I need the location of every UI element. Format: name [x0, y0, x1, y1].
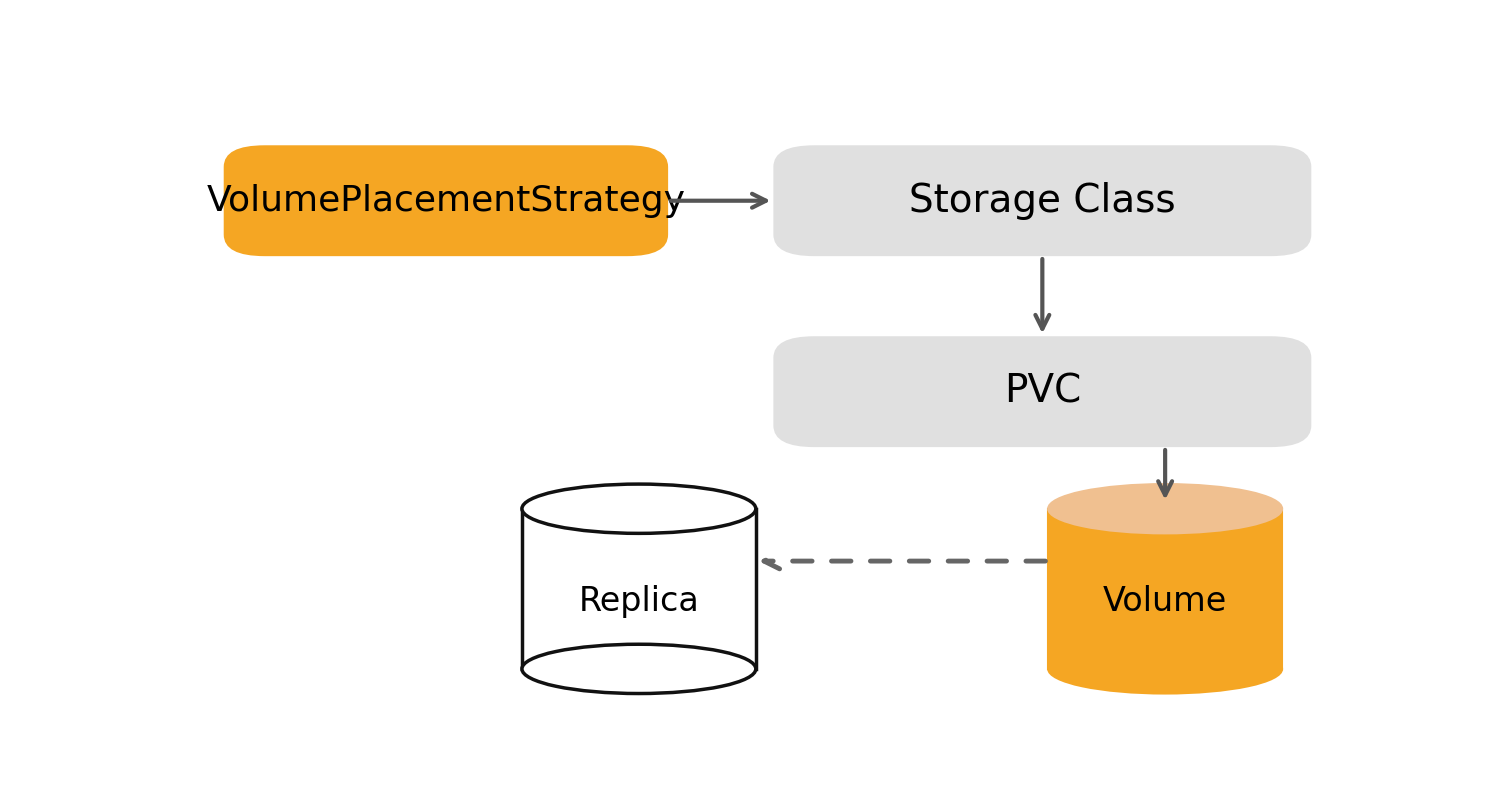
Ellipse shape [522, 484, 756, 534]
Text: PVC: PVC [1003, 373, 1080, 410]
Bar [1049, 509, 1283, 669]
FancyBboxPatch shape [774, 336, 1311, 447]
Ellipse shape [522, 644, 756, 694]
Text: Storage Class: Storage Class [908, 182, 1176, 220]
Ellipse shape [1049, 644, 1283, 694]
Text: Volume: Volume [1103, 585, 1227, 618]
FancyBboxPatch shape [223, 146, 668, 256]
Text: VolumePlacementStrategy: VolumePlacementStrategy [207, 184, 685, 218]
FancyBboxPatch shape [774, 146, 1311, 256]
Text: Replica: Replica [578, 585, 699, 618]
Ellipse shape [1049, 484, 1283, 534]
Bar [522, 509, 756, 669]
